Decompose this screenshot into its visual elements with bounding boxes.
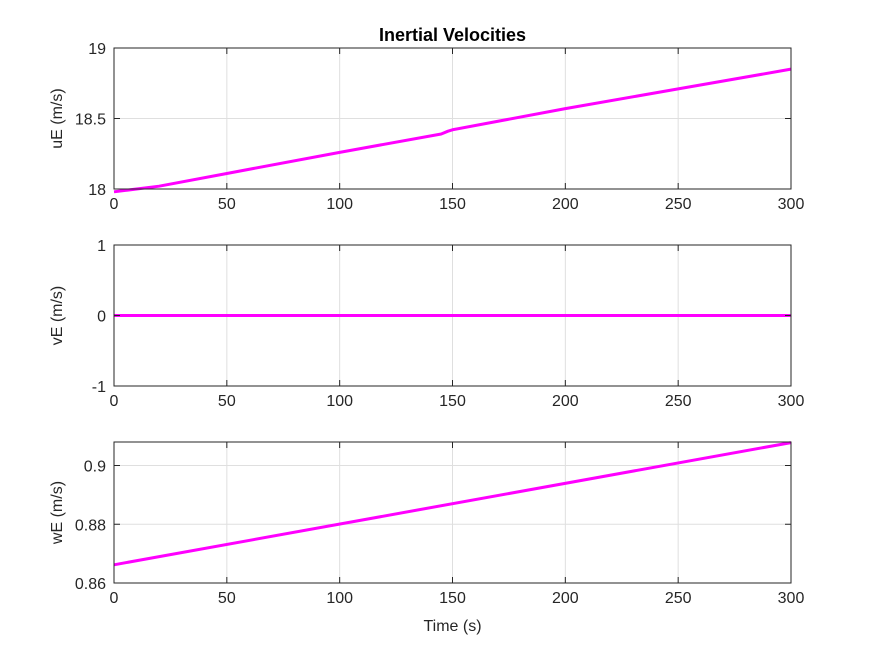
y-tick-label: 0 [97, 309, 106, 326]
x-tick-label: 0 [110, 196, 119, 213]
x-tick-label: 0 [110, 393, 119, 410]
x-tick-label: 50 [218, 393, 236, 410]
x-tick-label: 150 [439, 590, 466, 607]
x-tick-label: 100 [326, 393, 353, 410]
y-tick-label: 18.5 [75, 112, 106, 129]
we-series-line [113, 441, 792, 567]
x-axis-label: Time (s) [423, 618, 481, 635]
x-tick-label: 250 [665, 590, 692, 607]
x-tick-label: 200 [552, 393, 579, 410]
y-tick-label: 0.9 [84, 459, 106, 476]
chart-title: Inertial Velocities [379, 25, 526, 45]
x-tick-label: 200 [552, 196, 579, 213]
x-tick-label: 300 [778, 590, 805, 607]
x-tick-label: 0 [110, 590, 119, 607]
x-tick-label: 200 [552, 590, 579, 607]
x-tick-label: 50 [218, 590, 236, 607]
x-tick-label: 250 [665, 196, 692, 213]
we-ylabel: wE (m/s) [49, 481, 66, 545]
we-axes: 0 50 100 150 200 250 300 0.86 0.88 0.9 wE (m/s) Tim… [49, 441, 805, 635]
ve-ylabel: vE (m/s) [49, 286, 66, 346]
y-tick-label: 19 [88, 41, 106, 58]
x-tick-label: 250 [665, 393, 692, 410]
ue-ylabel: uE (m/s) [49, 88, 66, 148]
x-tick-label: 300 [778, 196, 805, 213]
y-tick-label: 1 [97, 238, 106, 255]
ue-axes: 0 50 100 150 200 250 300 18 18.5 19 uE (m/s) Inerti… [49, 25, 804, 213]
y-tick-label: -1 [92, 379, 106, 396]
x-tick-label: 150 [439, 196, 466, 213]
y-tick-label: 18 [88, 182, 106, 199]
y-tick-label: 0.86 [75, 576, 106, 593]
x-tick-label: 50 [218, 196, 236, 213]
x-tick-label: 150 [439, 393, 466, 410]
x-tick-label: 100 [326, 196, 353, 213]
y-tick-label: 0.88 [75, 517, 106, 534]
x-tick-label: 300 [778, 393, 805, 410]
x-tick-label: 100 [326, 590, 353, 607]
